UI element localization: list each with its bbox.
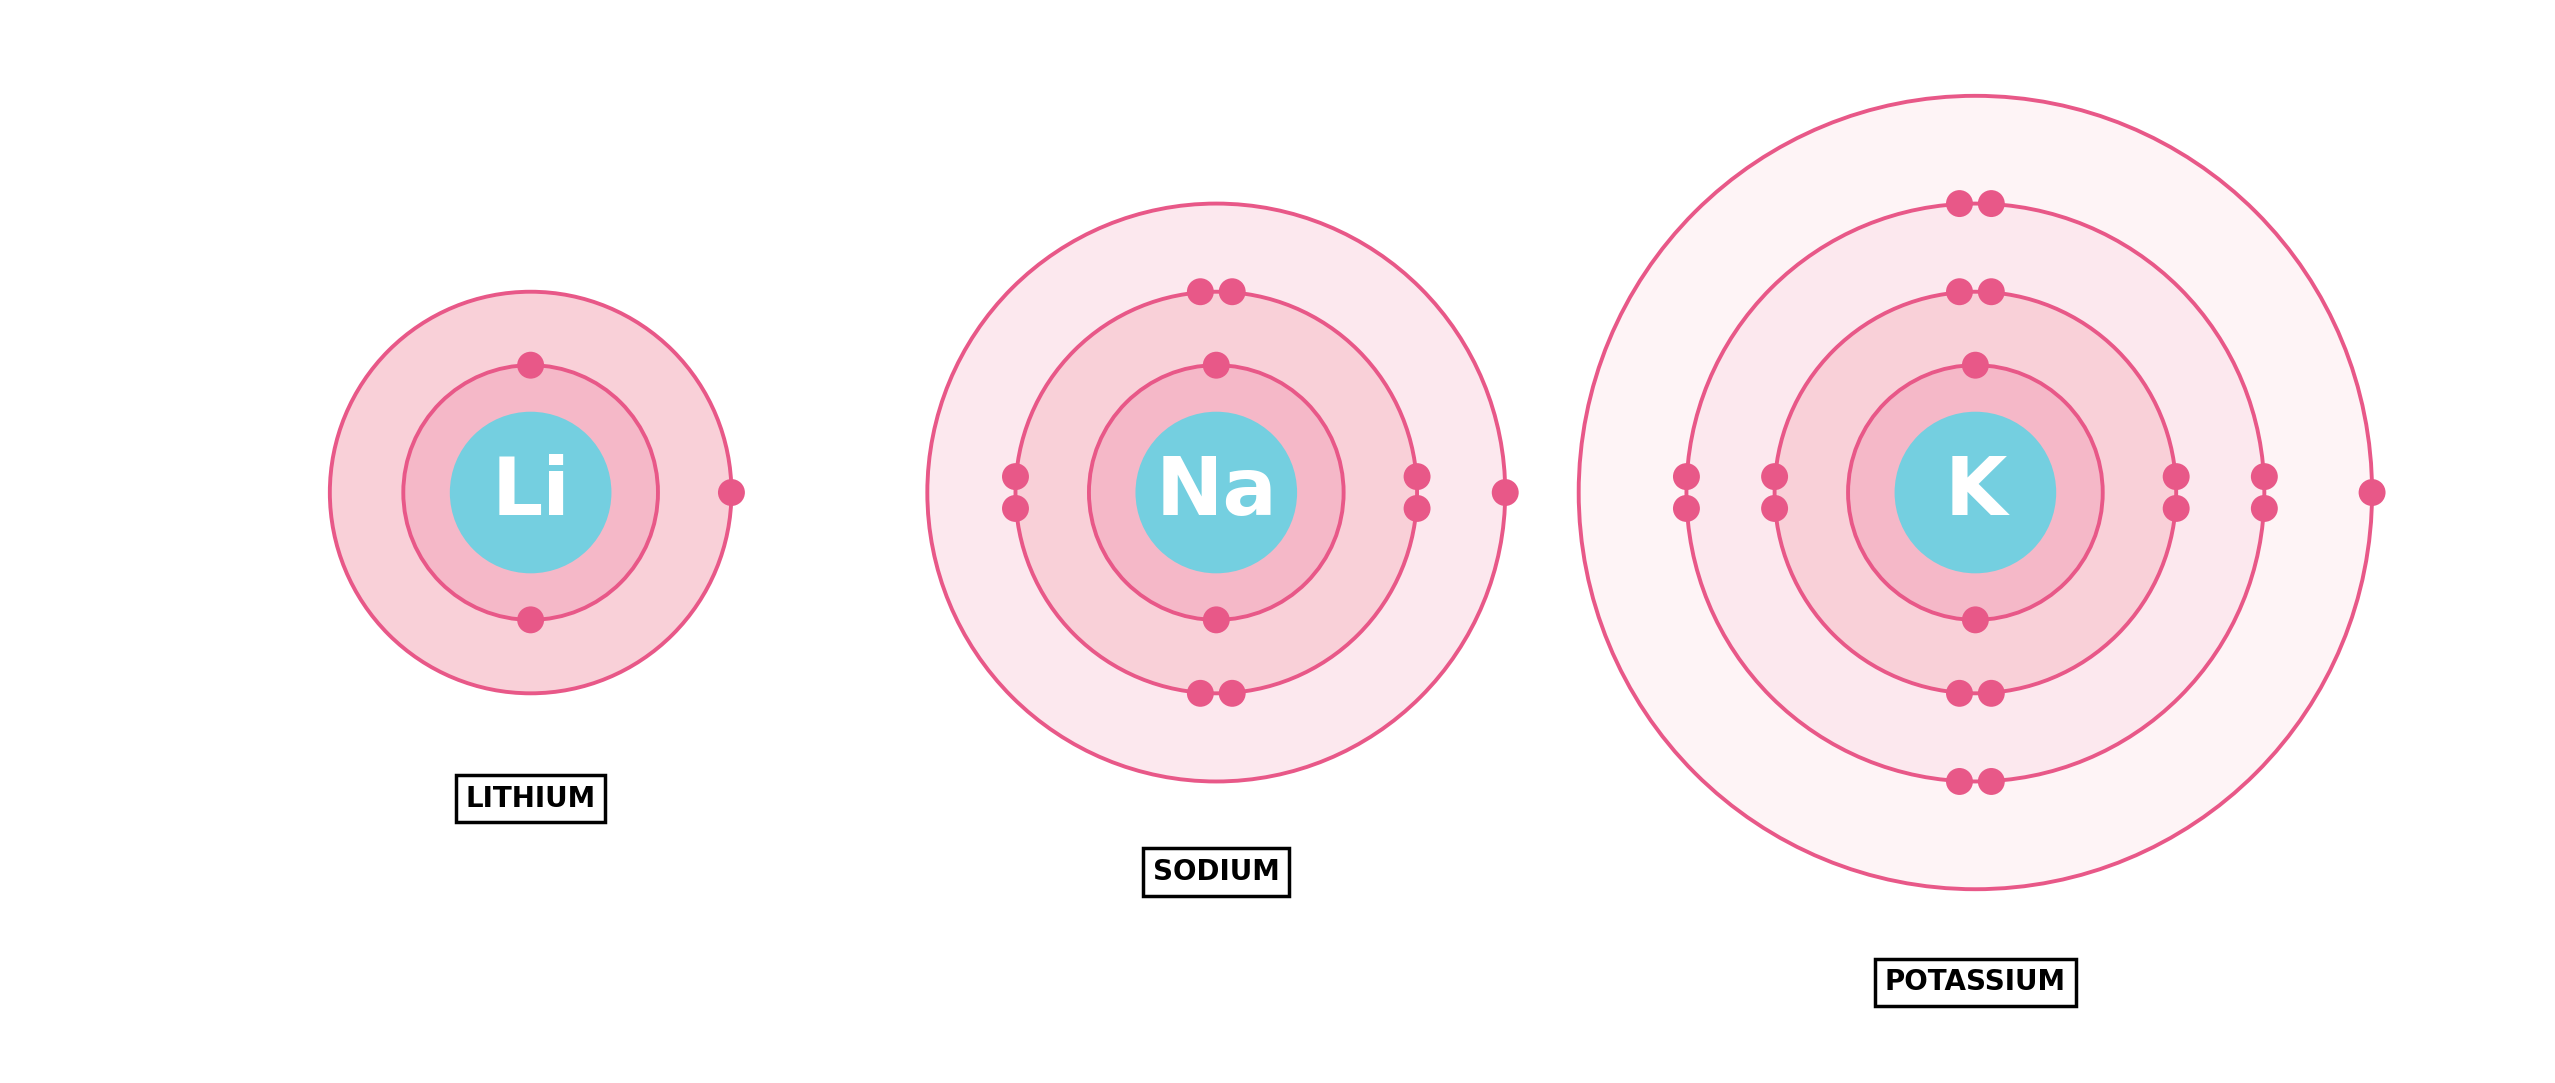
- Circle shape: [1088, 365, 1344, 619]
- Circle shape: [1188, 680, 1214, 707]
- Circle shape: [927, 204, 1505, 782]
- Circle shape: [1403, 464, 1431, 491]
- Text: SODIUM: SODIUM: [1152, 858, 1280, 886]
- Circle shape: [330, 291, 731, 693]
- Circle shape: [1203, 606, 1229, 634]
- Text: POTASSIUM: POTASSIUM: [1886, 968, 2067, 996]
- Circle shape: [1203, 352, 1229, 379]
- Circle shape: [2358, 479, 2386, 506]
- Circle shape: [1002, 464, 1030, 491]
- Circle shape: [1776, 291, 2177, 693]
- Text: K: K: [1944, 454, 2006, 532]
- Circle shape: [2251, 464, 2279, 491]
- Circle shape: [1978, 680, 2006, 707]
- Text: Li: Li: [491, 454, 570, 532]
- Circle shape: [2162, 495, 2190, 522]
- Circle shape: [1896, 412, 2057, 573]
- Circle shape: [1947, 768, 1972, 795]
- Circle shape: [1219, 680, 1247, 707]
- Circle shape: [1978, 278, 2006, 305]
- Circle shape: [1760, 464, 1788, 491]
- Circle shape: [1002, 495, 1030, 522]
- Text: Na: Na: [1155, 454, 1278, 532]
- Circle shape: [450, 412, 611, 573]
- Circle shape: [1760, 495, 1788, 522]
- Circle shape: [1492, 479, 1518, 506]
- Circle shape: [1674, 495, 1699, 522]
- Circle shape: [1134, 412, 1298, 573]
- Circle shape: [1219, 278, 1247, 305]
- Circle shape: [2162, 464, 2190, 491]
- Circle shape: [1978, 768, 2006, 795]
- Circle shape: [1847, 365, 2103, 619]
- Circle shape: [718, 479, 746, 506]
- Circle shape: [1978, 191, 2006, 217]
- Circle shape: [1686, 204, 2264, 782]
- Circle shape: [1674, 464, 1699, 491]
- Circle shape: [1188, 278, 1214, 305]
- Circle shape: [404, 365, 659, 619]
- Circle shape: [1579, 95, 2371, 889]
- Circle shape: [2251, 495, 2279, 522]
- Circle shape: [1962, 606, 1988, 634]
- Circle shape: [516, 606, 544, 634]
- Circle shape: [516, 352, 544, 379]
- Circle shape: [1403, 495, 1431, 522]
- Circle shape: [1947, 680, 1972, 707]
- Circle shape: [1947, 278, 1972, 305]
- Text: LITHIUM: LITHIUM: [465, 784, 595, 812]
- Circle shape: [1962, 352, 1988, 379]
- Circle shape: [1947, 191, 1972, 217]
- Circle shape: [1014, 291, 1418, 693]
